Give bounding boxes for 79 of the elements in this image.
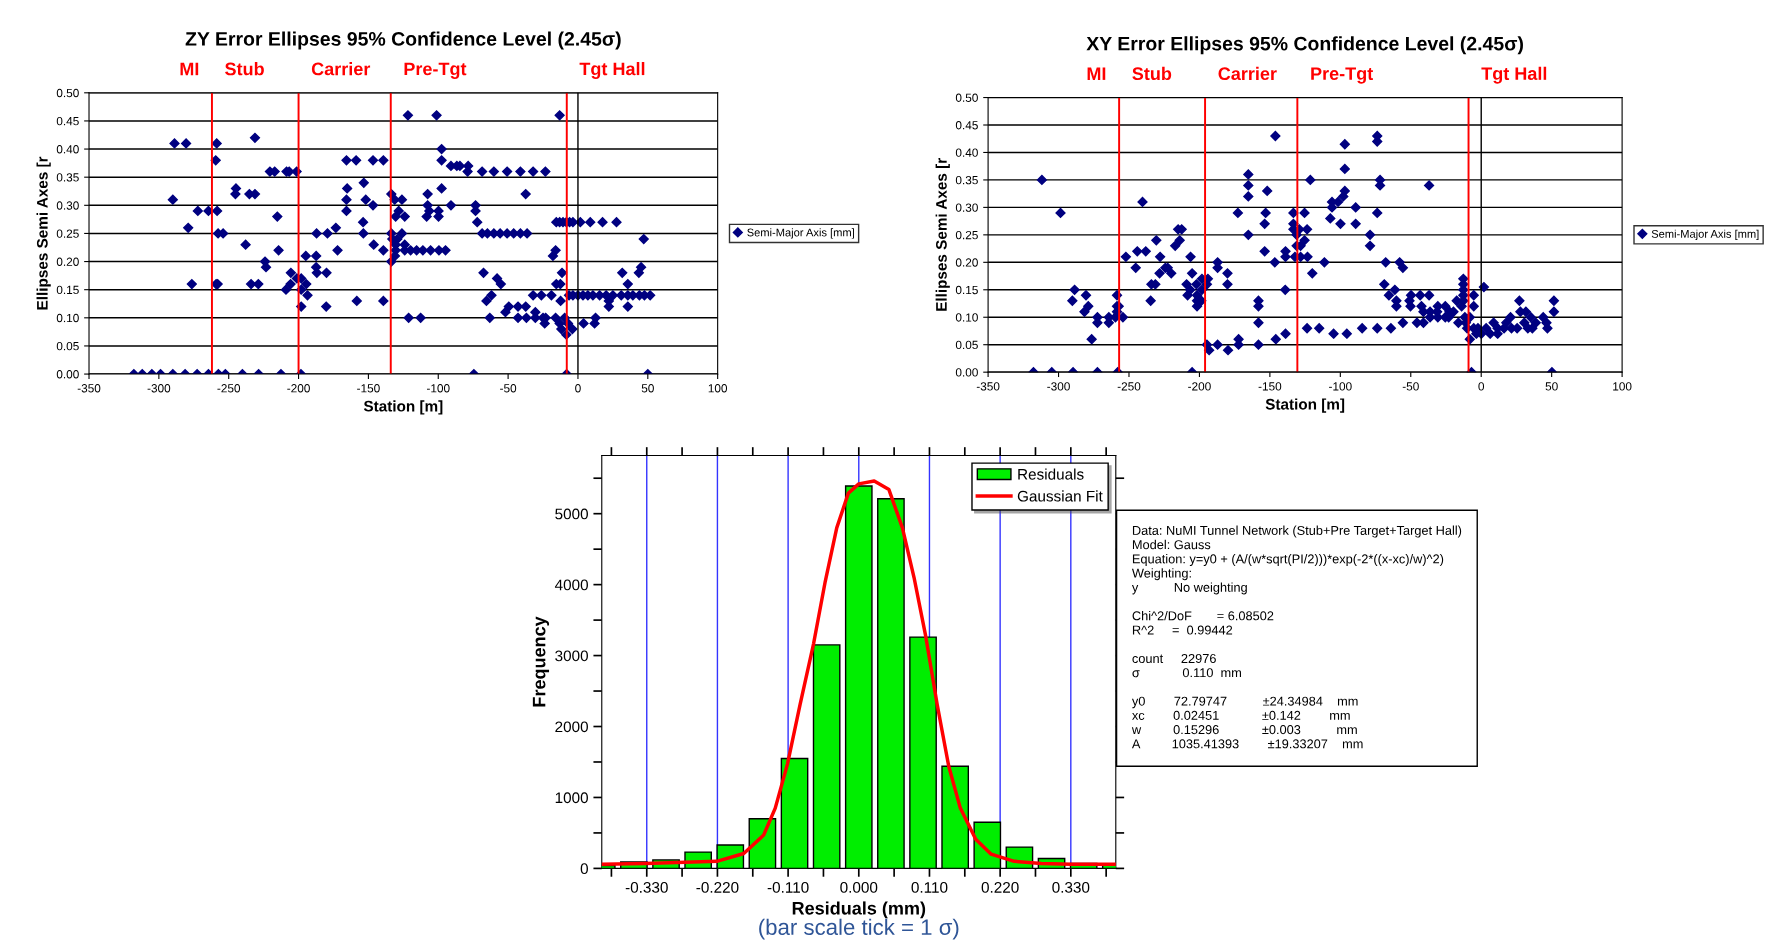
y-tick-label: 0.00: [955, 368, 978, 377]
text: MI: [180, 62, 199, 76]
x-tick-label: -150: [357, 384, 380, 393]
y-tick-label: 0.35: [56, 173, 79, 182]
x-tick-label: -200: [287, 384, 310, 393]
x-tick-label: -0.330: [625, 882, 668, 893]
x-tick-label: 100: [708, 384, 728, 393]
text: Stub: [225, 62, 264, 76]
y-tick-label: 2000: [555, 721, 588, 733]
y-tick-label: 0.35: [955, 175, 978, 185]
x-tick-label: 0.330: [1052, 882, 1090, 893]
text: MI: [1087, 67, 1106, 80]
y-tick-label: 0.10: [56, 313, 79, 323]
y-tick-label: 0.25: [955, 230, 978, 240]
x-tick-label: 0: [575, 384, 581, 393]
y-tick-label: 0.05: [56, 341, 79, 351]
x-tick-label: -50: [500, 384, 517, 393]
y-tick-label: 0.05: [955, 340, 978, 350]
y-tick-label: 4000: [554, 579, 588, 591]
y-axis-title: Ellipses Semi Axes [r: [935, 158, 950, 311]
x-tick-label: 0.000: [840, 882, 878, 893]
y-tick-label: 0.25: [56, 229, 79, 238]
text: Pre-Tgt: [404, 62, 467, 79]
x-tick-label: 0: [1478, 382, 1485, 391]
x-axis-title: Residuals (mm): [792, 901, 926, 919]
x-tick-label: -250: [217, 384, 241, 393]
x-tick-label: -0.110: [767, 882, 809, 893]
text: Data: NuMI Tunnel Network (Stub+Pre Target+Target Hall) Model: Gauss Equation: y=y0 + (A/(w*sqrt(PI/2)))*exp(-2*((x-xc)/w)^2) Weighting: y No weighting Chi^2/DoF = 6.08502 R^2 = 0.99442 count 22976 σ 0.110 mm y0 72.79747 ±24.34984 mm xc 0.02451 ±0.142 mm w 0.15296 ±0.003 mm A 1035.41393 ±19.33207 mm: [1131, 525, 1462, 749]
x-tick-label: 0.110: [911, 882, 948, 893]
x-tick-label: -100: [1329, 382, 1352, 391]
y-tick-label: 0.50: [955, 93, 978, 102]
y-axis-title: Frequency: [532, 616, 550, 707]
x-tick-label: -300: [147, 384, 171, 393]
x-tick-label: 100: [1613, 382, 1632, 391]
x-tick-label: -50: [1402, 382, 1419, 391]
legend-label: Residuals: [1018, 468, 1084, 480]
y-tick-label: 0.10: [955, 313, 978, 322]
y-tick-label: 0.40: [56, 145, 79, 154]
x-tick-label: 50: [1545, 382, 1558, 391]
x-tick-label: -150: [1258, 382, 1282, 391]
chart-title: XY Error Ellipses 95% Confidence Level (2.45σ): [1086, 36, 1523, 55]
x-tick-label: 50: [641, 384, 654, 393]
x-tick-label: -0.220: [696, 882, 739, 893]
y-tick-label: 0.40: [955, 148, 978, 157]
y-tick-label: 5000: [555, 508, 588, 520]
y-tick-label: 0.45: [955, 121, 978, 130]
y-tick-label: 0.00: [56, 370, 79, 379]
x-tick-label: -300: [1047, 382, 1070, 391]
text: Stub: [1132, 66, 1172, 81]
y-tick-label: 0.45: [56, 116, 79, 126]
legend-label: Gaussian Fit: [1017, 490, 1103, 502]
y-tick-label: 0.30: [955, 203, 978, 212]
text: Carrier: [311, 62, 371, 76]
chart-title: ZY Error Ellipses 95% Confidence Level (2.45σ): [185, 31, 621, 50]
x-axis-title: Station [m]: [363, 400, 443, 415]
legend-label: Semi-Major Axis [mm]: [1651, 229, 1759, 241]
y-tick-label: 3000: [555, 650, 588, 662]
x-axis-title: Station [m]: [1265, 398, 1345, 413]
x-tick-label: -250: [1117, 382, 1141, 391]
text: Carrier: [1218, 66, 1277, 81]
y-axis-title: Ellipses Semi Axes [r: [36, 156, 51, 310]
x-tick-label: -350: [976, 382, 1000, 391]
y-tick-label: 0.30: [56, 201, 79, 210]
x-tick-label: 0.220: [981, 882, 1019, 893]
y-tick-label: 0.50: [56, 88, 79, 98]
text: Tgt Hall: [1481, 66, 1547, 84]
y-tick-label: 0.15: [955, 285, 978, 295]
text: (bar scale tick = 1 σ): [759, 918, 959, 940]
y-tick-label: 1000: [555, 792, 588, 804]
y-tick-label: 0.20: [955, 258, 978, 267]
text: Tgt Hall: [579, 62, 645, 79]
text: Pre-Tgt: [1311, 67, 1374, 84]
x-tick-label: -100: [426, 384, 450, 393]
x-tick-label: -200: [1188, 382, 1211, 391]
y-tick-label: 0.20: [56, 257, 79, 266]
y-tick-label: 0: [580, 863, 588, 875]
legend-label: Semi-Major Axis [mm]: [747, 228, 854, 239]
x-tick-label: -350: [77, 384, 101, 393]
y-tick-label: 0.15: [56, 285, 79, 295]
